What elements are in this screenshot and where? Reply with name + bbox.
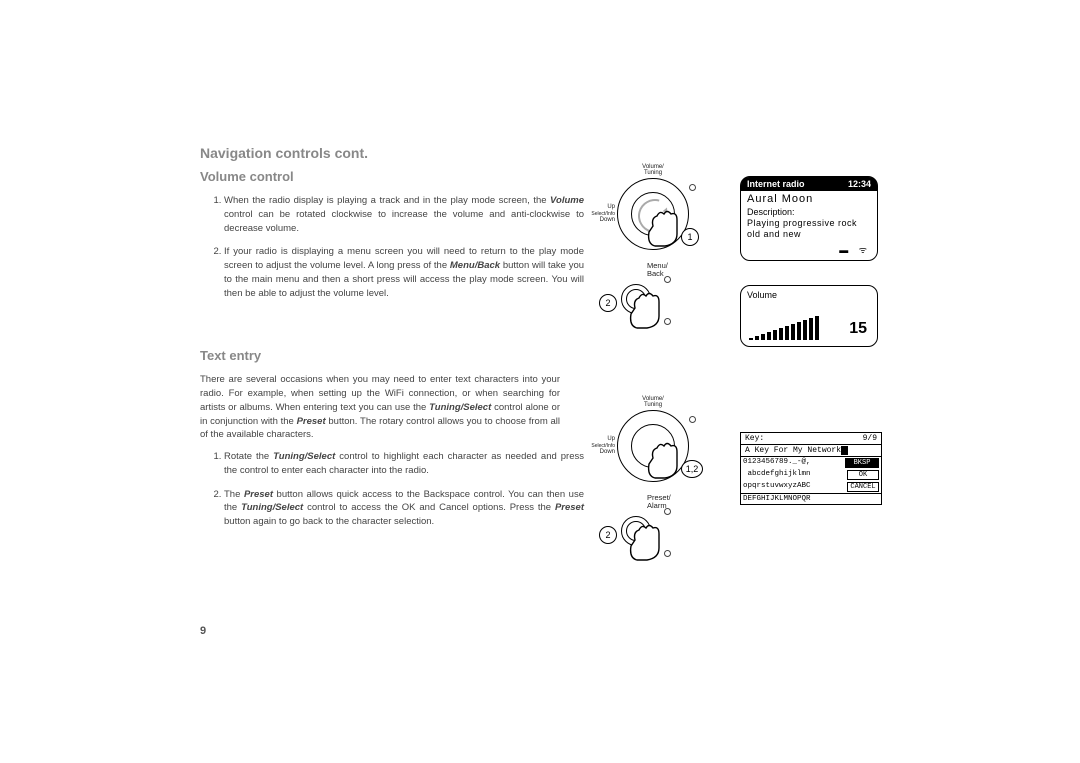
radio-screen: Internet radio 12:34 Aural Moon Descript… [740, 176, 878, 261]
key-row4: DEFGHIJKLMNOPQR [743, 495, 879, 503]
radio-desc-label: Description: [747, 207, 871, 218]
list-item: The Preset button allows quick access to… [224, 488, 584, 529]
key-hdr-right: 9/9 [863, 434, 877, 443]
rotary-dial: Volume/ Tuning Up Select/Info Down 1,2 [617, 410, 689, 482]
step-badge-2: 2 [599, 526, 617, 544]
volume-bars [749, 316, 819, 340]
dial-top-label: Volume/ Tuning [635, 396, 671, 408]
key-row2: abcdefghijklmn [743, 470, 845, 480]
key-row1: 0123456789._-@, [743, 458, 843, 468]
dial-left-labels: Up Select/Info Down [585, 204, 615, 224]
key-hdr-left: Key: [745, 434, 764, 443]
step-badge-12: 1,2 [681, 460, 703, 478]
diagram-volume: Volume/ Tuning Up Select/Info Down 1 Men… [578, 178, 728, 344]
screen-stack: Internet radio 12:34 Aural Moon Descript… [740, 176, 880, 371]
list-item: When the radio display is playing a trac… [224, 194, 584, 235]
key-input-value: A Key For My Network [745, 446, 848, 455]
volume-label: Volume [741, 288, 783, 303]
radio-station-title: Aural Moon [747, 193, 871, 207]
volume-screen: Volume 15 [740, 285, 878, 347]
menu-back-button-diagram: Menu/ Back 2 [617, 280, 689, 340]
text-entry-intro: There are several occasions when you may… [200, 373, 560, 442]
rotary-dial: Volume/ Tuning Up Select/Info Down 1 [617, 178, 689, 250]
diagram-text-entry: Volume/ Tuning Up Select/Info Down 1,2 P… [578, 410, 728, 576]
step-badge-1: 1 [681, 228, 699, 246]
volume-value: 15 [849, 320, 867, 338]
dial-up-label: Up [585, 204, 615, 211]
status-icons: ▬ ᯤ [741, 243, 877, 256]
page-number: 9 [200, 625, 206, 637]
page-heading: Navigation controls cont. [200, 145, 880, 161]
key-row3: opqrstuvwxyzABC [743, 482, 845, 492]
step-badge-2: 2 [599, 294, 617, 312]
dial-down-label: Down [585, 217, 615, 224]
radio-hdr-left: Internet radio [747, 179, 805, 189]
volume-list: When the radio display is playing a trac… [200, 194, 584, 300]
radio-desc-text: Playing progressive rock old and new [747, 218, 871, 241]
dial-up-label: Up [585, 436, 615, 443]
dial-left-labels: Up Select/Info Down [585, 436, 615, 456]
dial-top-label: Volume/ Tuning [635, 164, 671, 176]
radio-hdr-time: 12:34 [848, 179, 871, 189]
cancel-button: CANCEL [847, 482, 879, 492]
preset-button-diagram: Preset/ Alarm 2 [617, 512, 689, 572]
key-entry-screen: Key: 9/9 A Key For My Network 0123456789… [740, 432, 882, 505]
dial-down-label: Down [585, 449, 615, 456]
text-entry-list: Rotate the Tuning/Select control to high… [200, 450, 584, 529]
ok-button: OK [847, 470, 879, 480]
list-item: If your radio is displaying a menu scree… [224, 245, 584, 300]
list-item: Rotate the Tuning/Select control to high… [224, 450, 584, 478]
bksp-button: BKSP [845, 458, 879, 468]
